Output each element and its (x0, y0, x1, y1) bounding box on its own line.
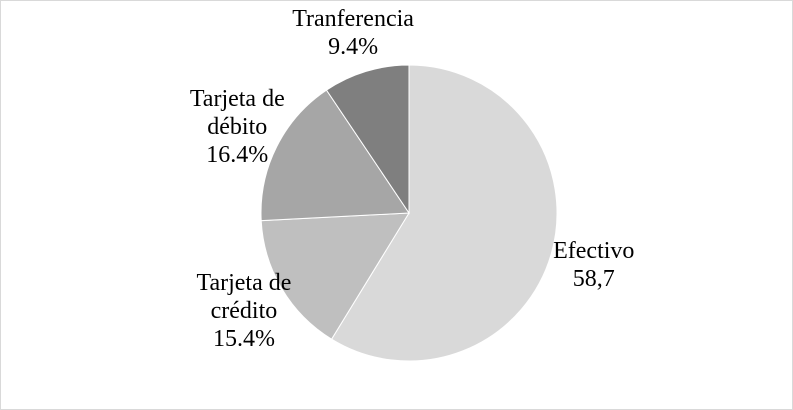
pie-slice (330, 64, 558, 362)
data-label: Efectivo 58,7 (524, 237, 664, 293)
data-label: Tarjeta de débito 16.4% (167, 85, 307, 169)
category-name: Tarjeta de crédito (196, 270, 292, 325)
value-label: 16.4% (206, 142, 269, 169)
value-label: 15.4% (212, 326, 275, 353)
pie-slice (325, 64, 410, 215)
value-label: 9.4% (328, 34, 379, 60)
value-label: 58,7 (572, 266, 615, 293)
pie-slice (260, 212, 410, 340)
data-label: Tranferencia 9.4% (283, 5, 423, 61)
category-name: Tarjeta de débito (189, 86, 285, 141)
data-label: Tarjeta de crédito 15.4% (174, 269, 314, 353)
category-name: Efectivo (553, 238, 635, 265)
category-name: Tranferencia (292, 6, 414, 32)
pie-slice (260, 89, 410, 222)
